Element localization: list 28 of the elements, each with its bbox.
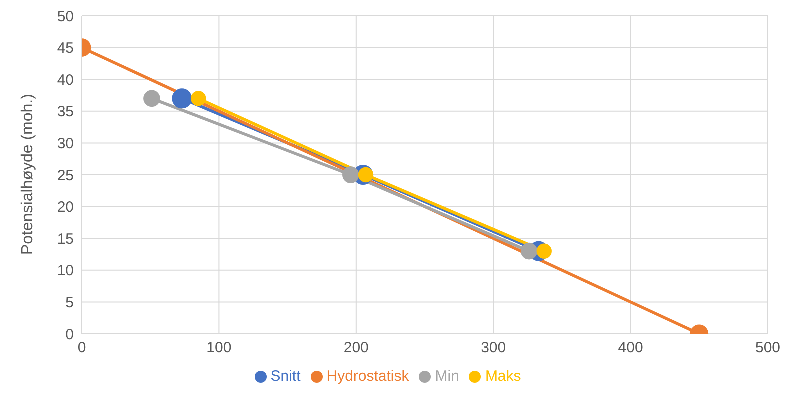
x-tick-label: 300: [481, 340, 506, 357]
y-tick-label: 20: [57, 199, 74, 216]
point: [144, 90, 160, 108]
point: [520, 242, 538, 260]
legend-label: Hydrostatisk: [326, 368, 410, 385]
point: [191, 91, 206, 106]
y-tick-label: 50: [57, 8, 74, 26]
legend-label: Min: [435, 368, 460, 385]
y-tick-label: 10: [57, 262, 74, 280]
x-tick-label: 400: [618, 340, 644, 357]
y-tick-label: 5: [66, 294, 74, 312]
legend-label: Maks: [485, 368, 522, 385]
y-tick-label: 30: [57, 136, 74, 153]
y-tick-label: 35: [57, 104, 74, 121]
y-tick-label: 40: [57, 72, 74, 89]
y-tick-label: 25: [57, 167, 74, 184]
point: [342, 166, 360, 184]
point: [536, 244, 552, 259]
y-tick-label: 45: [57, 40, 74, 58]
y-axis-title: Potensialhøyde (moh.): [20, 94, 37, 255]
x-tick-label: 200: [344, 340, 369, 357]
x-tick-label: 100: [206, 340, 232, 357]
point: [172, 88, 192, 109]
y-tick-label: 15: [57, 230, 74, 248]
x-tick-label: 0: [78, 340, 86, 357]
legend-label: Snitt: [270, 368, 301, 385]
y-tick-label: 0: [66, 326, 74, 344]
x-tick-label: 500: [755, 340, 781, 357]
